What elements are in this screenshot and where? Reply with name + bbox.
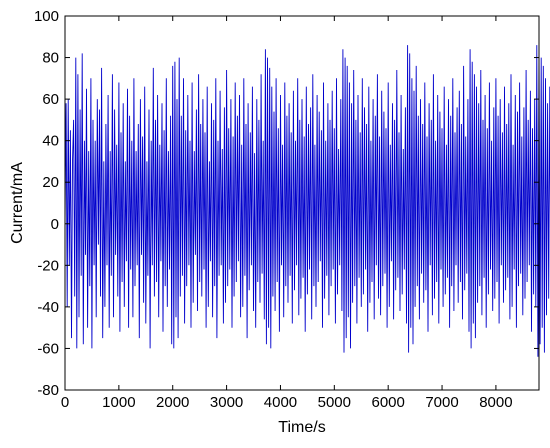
plot-frame xyxy=(64,15,540,391)
x-tick-label: 2000 xyxy=(156,394,189,411)
y-tick-label: -80 xyxy=(37,382,59,399)
x-tick-label: 4000 xyxy=(264,394,297,411)
x-axis-title: Time/s xyxy=(278,419,325,436)
y-tick-label: -20 xyxy=(37,257,59,274)
x-tick-label: 1000 xyxy=(102,394,135,411)
x-tick-label: 8000 xyxy=(479,394,512,411)
y-tick-label: 20 xyxy=(42,174,59,191)
y-axis-title: Current/mA xyxy=(9,162,26,244)
y-tick-label: -40 xyxy=(37,299,59,316)
x-tick-label: 7000 xyxy=(425,394,458,411)
x-tick-label: 0 xyxy=(61,394,69,411)
x-tick-label: 6000 xyxy=(371,394,404,411)
series-line-0 xyxy=(64,45,550,357)
y-tick-label: 100 xyxy=(34,8,59,25)
y-tick-label: -60 xyxy=(37,340,59,357)
y-tick-label: 60 xyxy=(42,91,59,108)
x-tick-label: 3000 xyxy=(210,394,243,411)
x-axis: 0 1000 2000 3000 4000 5000 6000 7000 8000 xyxy=(61,16,513,411)
series-layer xyxy=(64,45,550,357)
y-axis: -80 -60 -40 -20 0 20 40 60 80 100 xyxy=(34,8,539,399)
y-tick-label: 0 xyxy=(51,216,59,233)
x-tick-label: 5000 xyxy=(318,394,351,411)
y-tick-label: 80 xyxy=(42,50,59,67)
y-tick-label: 40 xyxy=(42,133,59,150)
